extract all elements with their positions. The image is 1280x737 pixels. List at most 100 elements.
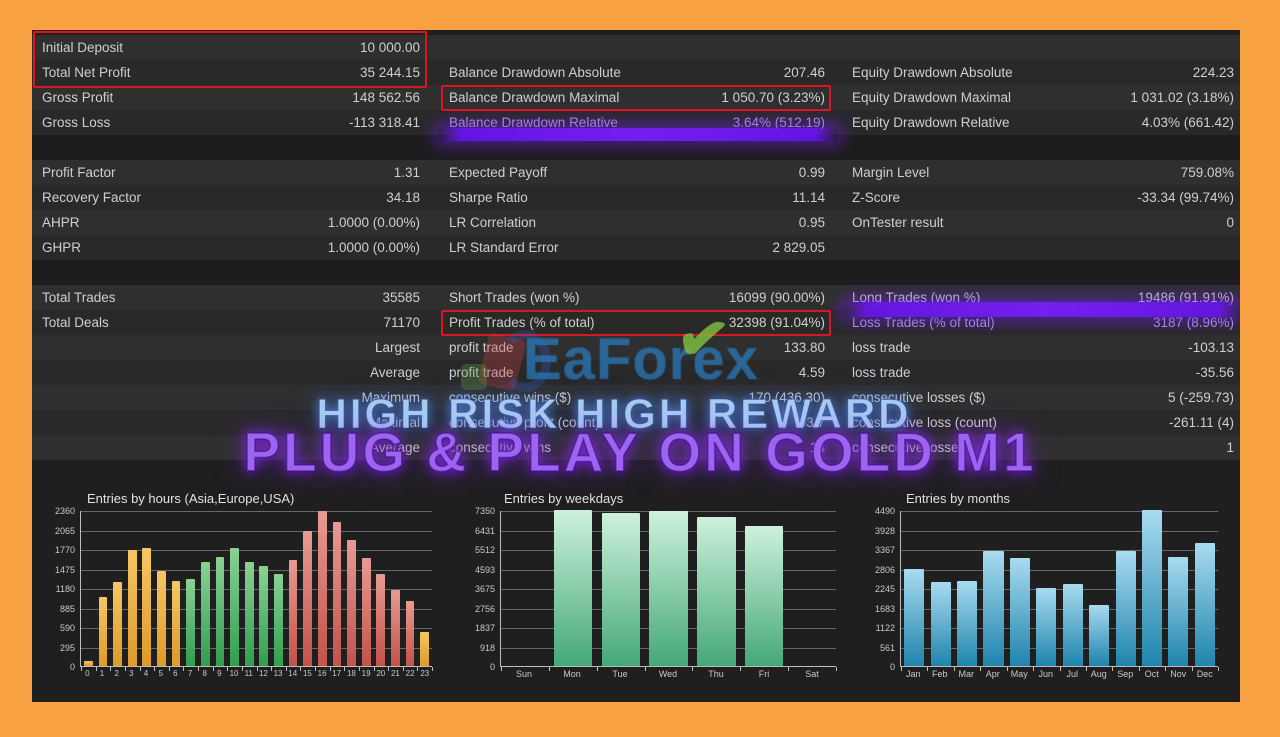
- stat-value: Largest: [374, 340, 420, 355]
- stat-value: 14: [809, 440, 825, 455]
- x-axis-tick: [402, 667, 404, 671]
- stat-label: Equity Drawdown Absolute: [852, 65, 1013, 80]
- stat-value: -113 318.41: [348, 115, 420, 130]
- stat-value: 35 244.15: [359, 65, 420, 80]
- x-axis-tick-label: Aug: [1090, 669, 1107, 679]
- table-row: Recovery Factor 34.18 Sharpe Ratio 11.14 Z-S…: [32, 185, 1240, 210]
- stat-label: loss trade: [852, 365, 911, 380]
- y-axis-tick-label: 6431: [474, 525, 495, 536]
- x-axis-tick-label: 20: [376, 669, 386, 678]
- stat-label: [32, 410, 230, 435]
- bar: [376, 574, 386, 666]
- bar: [904, 569, 925, 666]
- x-axis-tick: [1059, 667, 1061, 671]
- x-axis-tick: [124, 667, 126, 671]
- stat-value: 1 050.70 (3.23%): [721, 90, 825, 105]
- y-axis-tick-label: 3675: [474, 584, 495, 594]
- x-axis-tick: [358, 667, 360, 671]
- stat-label: AHPR: [42, 215, 80, 230]
- x-axis-tick: [1006, 667, 1008, 671]
- x-axis-tick-label: 0: [85, 669, 90, 678]
- table-row: GHPR 1.0000 (0.00%) LR Standard Error 2 829…: [32, 235, 1240, 260]
- y-axis-tick-label: 3928: [874, 525, 895, 536]
- table-row: Gross Loss -113 318.41 Balance Drawdown Re…: [32, 110, 1240, 135]
- chart-plot-area: [500, 510, 837, 671]
- bar: [288, 560, 298, 666]
- x-axis-tick-label: 14: [288, 669, 298, 678]
- bar: [1089, 605, 1110, 666]
- bar: [361, 558, 371, 666]
- bar: [1141, 510, 1163, 666]
- x-axis-tick: [198, 667, 199, 671]
- y-axis-tick-label: 1837: [474, 623, 495, 633]
- bar: [957, 581, 978, 666]
- x-axis-tick-label: Jul: [1066, 669, 1078, 679]
- x-axis-tick-label: Feb: [931, 669, 948, 679]
- stat-label: Total Deals: [42, 315, 109, 330]
- x-axis-tick-label: May: [1010, 669, 1028, 679]
- stat-label: [435, 35, 640, 60]
- x-axis-tick-label: 22: [405, 669, 415, 678]
- stat-label: Long Trades (won %): [852, 290, 981, 305]
- x-axis-tick-label: Jan: [905, 669, 921, 679]
- stat-label: Expected Payoff: [449, 165, 548, 180]
- stat-value: 759.08%: [1180, 165, 1234, 180]
- stat-value: -103.13: [1188, 340, 1234, 355]
- stat-label: Profit Trades (% of total): [449, 315, 595, 330]
- x-axis-tick: [329, 667, 331, 671]
- stat-value: 1.0000 (0.00%): [327, 240, 420, 255]
- x-axis-tick: [388, 667, 390, 671]
- bar: [259, 566, 269, 666]
- x-axis-tick-label: Sun: [515, 669, 532, 679]
- x-axis-tick-label: 16: [317, 669, 327, 678]
- x-axis-tick: [836, 667, 837, 671]
- y-axis-tick-label: 1770: [54, 545, 75, 555]
- x-axis-tick-label: 9: [217, 669, 222, 678]
- x-axis-tick: [788, 667, 790, 671]
- table-spacer: [32, 260, 1240, 285]
- x-axis-tick-label: 3: [129, 669, 134, 678]
- bar: [1194, 543, 1215, 666]
- gridline: [901, 530, 1218, 532]
- stat-label: Gross Profit: [42, 90, 114, 105]
- stat-value: 1: [1226, 440, 1234, 455]
- table-row: Largest profit trade 133.80 loss trade -103.…: [32, 335, 1240, 360]
- stat-label: profit trade: [449, 365, 514, 380]
- stat-value: 71170: [383, 315, 420, 330]
- bar: [274, 574, 283, 666]
- bar: [347, 540, 356, 666]
- y-axis-tick-label: 2065: [54, 525, 75, 536]
- bar: [601, 513, 640, 666]
- x-axis-tick: [285, 667, 287, 671]
- bar: [244, 562, 254, 666]
- y-axis-tick-label: 4490: [874, 506, 895, 516]
- stat-value: -261.11 (4): [1168, 415, 1234, 430]
- y-axis-tick-label: 590: [59, 623, 75, 633]
- x-axis-tick-label: 2: [114, 669, 119, 678]
- bar: [405, 601, 415, 666]
- stat-value: 0.95: [798, 215, 825, 230]
- y-axis-tick-label: 295: [59, 642, 75, 653]
- stat-label: profit trade: [449, 340, 514, 355]
- y-axis-tick-label: 3367: [874, 545, 895, 555]
- stat-label: Balance Drawdown Relative: [449, 115, 618, 130]
- y-axis-tick-label: 885: [59, 603, 75, 614]
- report-screen: Initial Deposit 10 000.00 Total Net Profit…: [32, 30, 1240, 702]
- x-axis-tick: [740, 667, 742, 671]
- x-axis-tick: [417, 667, 419, 671]
- bar: [983, 551, 1004, 666]
- x-axis-tick: [81, 667, 82, 671]
- stat-label: loss trade: [852, 340, 911, 355]
- stat-value: Maximal: [369, 415, 420, 430]
- gridline: [81, 647, 432, 649]
- x-axis-tick: [1085, 667, 1087, 671]
- stat-value: 3187 (8.96%): [1152, 315, 1234, 330]
- chart-title: Entries by weekdays: [504, 491, 624, 506]
- stat-label: LR Standard Error: [449, 240, 559, 255]
- bar: [332, 522, 342, 666]
- x-axis-tick: [1218, 667, 1219, 671]
- chart-1: Entries by weekdays 7350 6431 5512 4593 3675 2…: [452, 485, 850, 702]
- y-axis-tick-label: 2245: [874, 584, 895, 594]
- stat-label: Z-Score: [852, 190, 901, 205]
